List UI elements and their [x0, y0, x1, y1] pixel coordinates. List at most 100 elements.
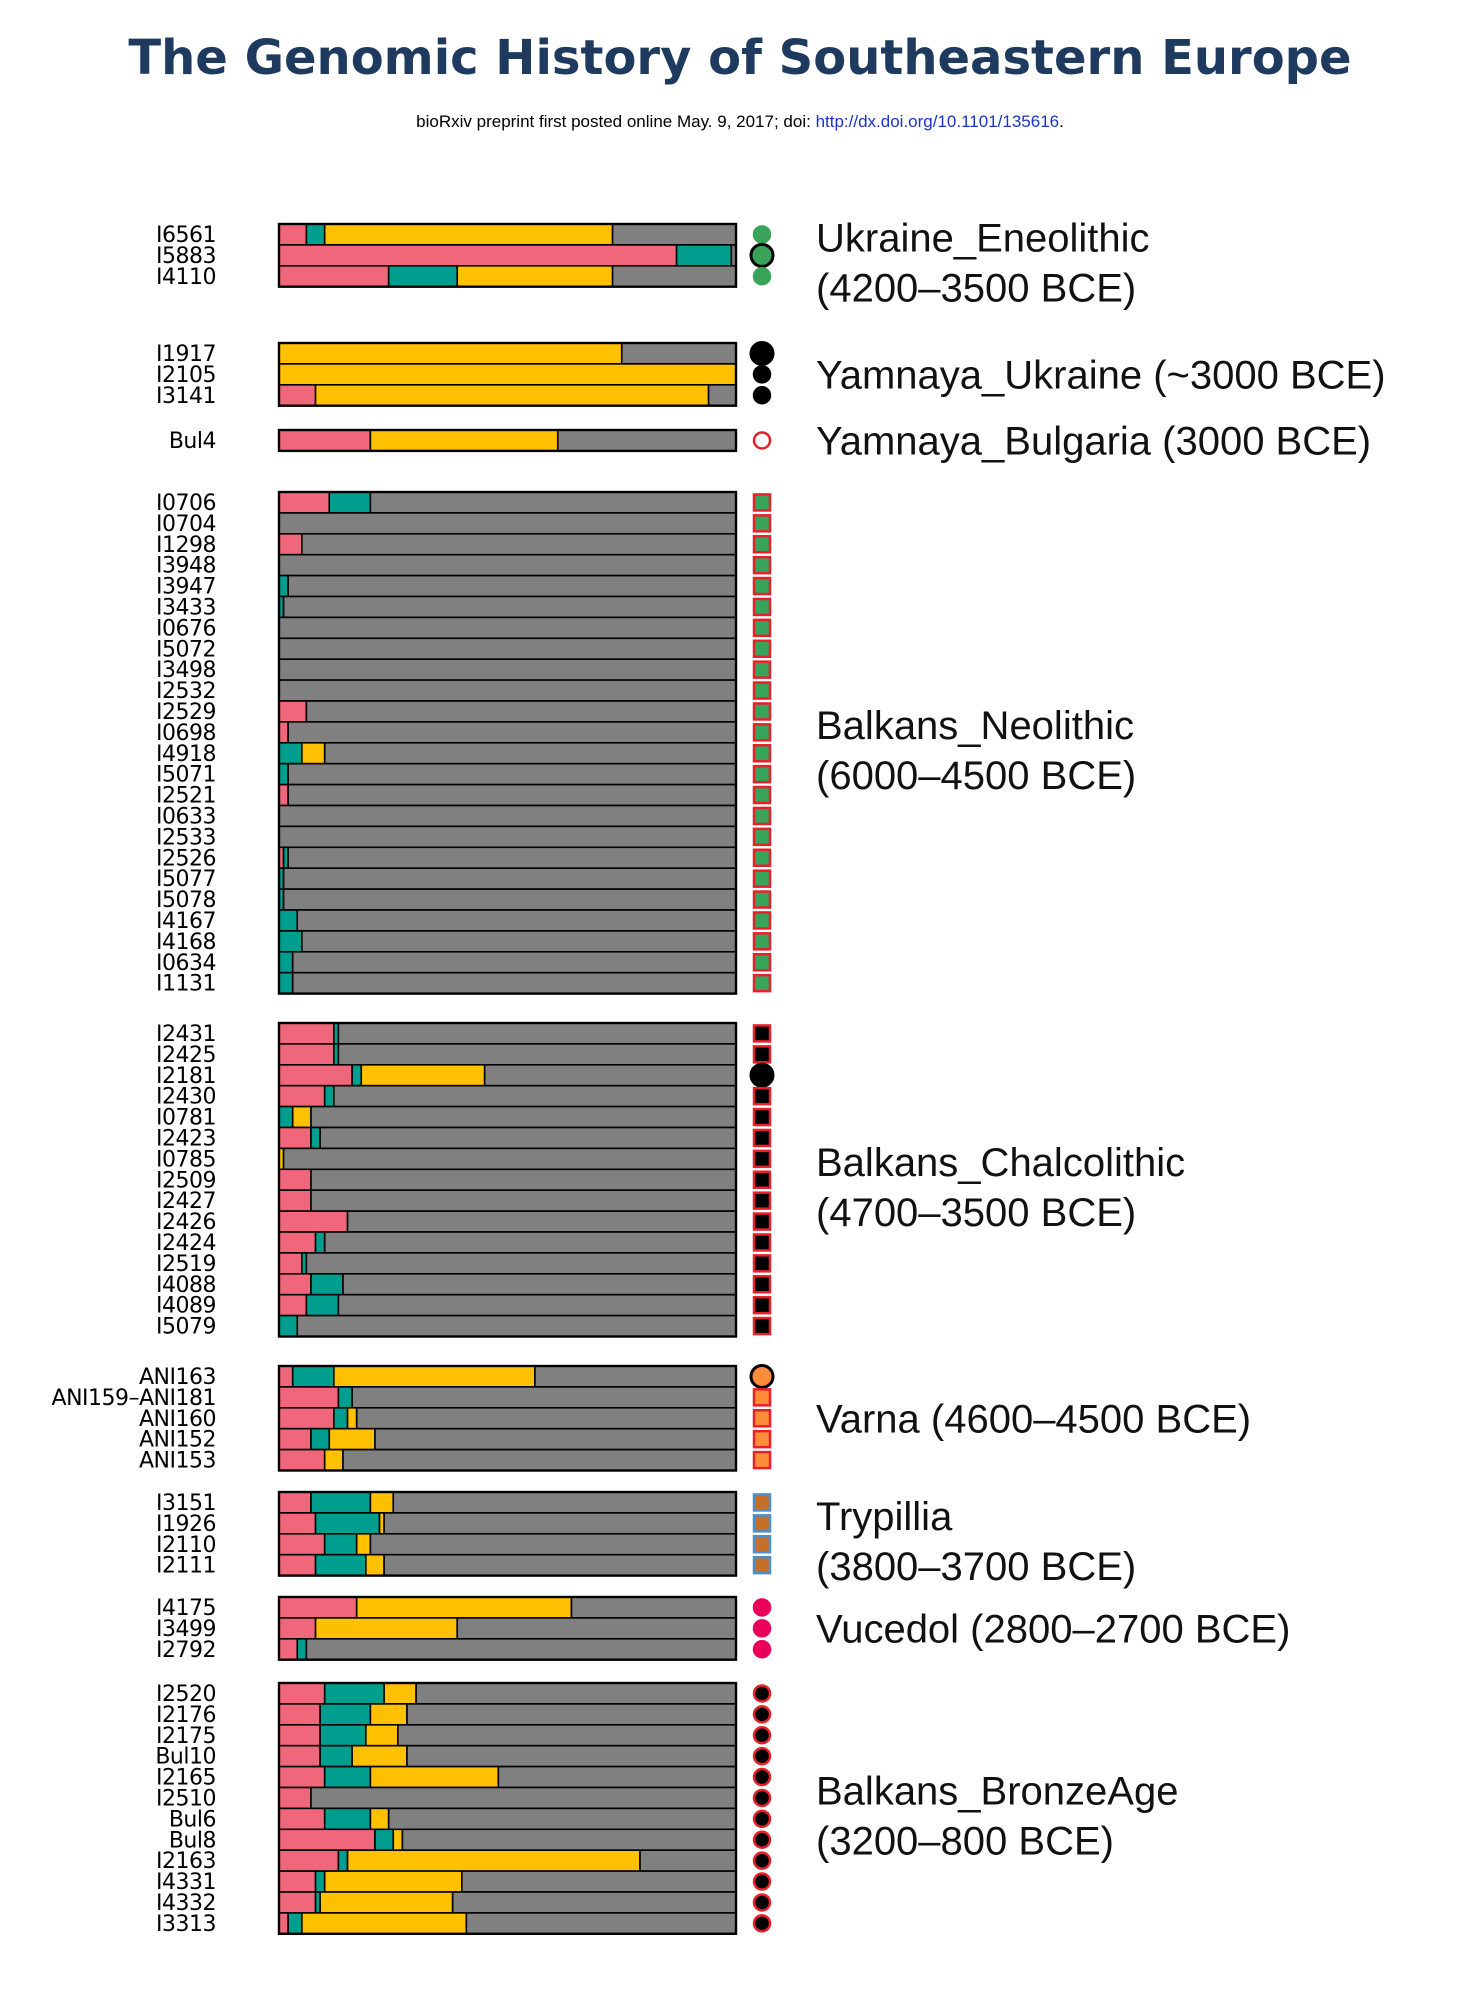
bar-segment-I4110-4	[611, 264, 737, 288]
doi-link[interactable]: http://dx.doi.org/10.1101/135616	[815, 112, 1060, 131]
bar-segment-I2510-4	[310, 1786, 737, 1810]
bar-segment-I0706-4	[369, 491, 737, 514]
sample-label: I4332	[156, 1891, 216, 1916]
bar-segment-I2424-4	[323, 1231, 737, 1254]
bar-segment-I2163-3	[346, 1849, 641, 1872]
marker-square	[752, 1212, 772, 1231]
bar-segment-I2111-2	[314, 1553, 367, 1577]
sample-label: I4918	[156, 742, 216, 767]
sample-label: I5079	[156, 1315, 216, 1340]
bar-segment-Bul6-2	[323, 1807, 372, 1831]
sample-label: I2521	[156, 784, 216, 809]
bar-segment-I2427-4	[310, 1189, 737, 1212]
bar-segment-I2181-1	[278, 1064, 353, 1087]
bar-segment-I2105-3	[278, 363, 737, 386]
doi-end: .	[1059, 112, 1064, 131]
marker-dot	[752, 267, 772, 286]
bar-segment-ANI160-4	[355, 1407, 737, 1430]
bar-segment-I4088-1	[278, 1273, 312, 1296]
sample-label: I5071	[156, 763, 216, 788]
bar-segment-Bul8-1	[278, 1828, 376, 1852]
bar-segment-ANI152-1	[278, 1427, 312, 1451]
bar-segment-I2175-4	[397, 1724, 737, 1747]
bar-segment-I2521-4	[287, 783, 737, 807]
group-label: Balkans_Chalcolithic	[816, 1141, 1185, 1185]
bar-segment-I0698-1	[278, 721, 289, 744]
sample-label: I2430	[156, 1085, 216, 1110]
bar-segment-Bul8-3	[392, 1828, 404, 1852]
bar-segment-I2165-4	[497, 1765, 737, 1789]
group-date-label: (3200–800 BCE)	[816, 1819, 1114, 1863]
bar-segment-I2181-3	[360, 1064, 486, 1087]
bar-segment-I3141-1	[278, 383, 317, 407]
sample-label: I0781	[156, 1106, 216, 1131]
bar-segment-Bul10-2	[319, 1744, 353, 1768]
sample-label: ANI159–ANI181	[52, 1386, 216, 1411]
bar-segment-I4168-2	[278, 930, 303, 953]
sample-label: I2510	[156, 1786, 216, 1811]
bar-segment-I0785-4	[282, 1147, 737, 1171]
bar-segment-I2111-4	[383, 1553, 737, 1577]
bar-segment-I4089-4	[337, 1293, 737, 1317]
bar-segment-I4167-4	[296, 909, 737, 932]
marker-dot	[752, 431, 772, 450]
group-label: Trypillia	[816, 1495, 953, 1539]
bar-segment-I2165-1	[278, 1765, 326, 1789]
bar-segment-ANI152-4	[374, 1427, 737, 1451]
sample-label: I2423	[156, 1126, 216, 1151]
marker-highlight	[749, 1062, 775, 1088]
bar-segment-I6561-4	[611, 223, 737, 246]
bar-segment-ANI163-3	[333, 1365, 536, 1388]
group-frame	[277, 1021, 738, 1338]
sample-label: I4175	[156, 1596, 216, 1621]
bar-segment-I3499-4	[456, 1617, 737, 1640]
marker-square	[752, 1086, 772, 1106]
bar-segment-I4331-1	[278, 1870, 317, 1893]
bar-segment-I2176-1	[278, 1703, 321, 1726]
bar-segment-I2163-1	[278, 1849, 340, 1872]
marker-square	[752, 1107, 772, 1127]
bar-segment-I2175-1	[278, 1724, 321, 1747]
bar-segment-I3433-4	[282, 595, 737, 619]
marker-highlight	[749, 242, 775, 268]
bar-segment-I2427-1	[278, 1189, 312, 1212]
bar-segment-Bul6-4	[387, 1807, 737, 1831]
sample-label: I2110	[156, 1533, 216, 1558]
marker-square	[752, 890, 772, 909]
sample-label: I2520	[156, 1682, 216, 1707]
sample-label: I0634	[156, 951, 216, 976]
sample-label: I4110	[156, 265, 216, 290]
sample-label: I0706	[156, 491, 216, 516]
sample-label: ANI160	[139, 1407, 216, 1432]
marker-square	[752, 555, 772, 575]
marker-square	[752, 723, 772, 742]
bar-segment-I2532-4	[278, 679, 737, 702]
bar-segment-I2431-1	[278, 1022, 335, 1045]
sample-label: I5078	[156, 888, 216, 913]
sample-label: I4089	[156, 1294, 216, 1319]
bar-segment-I2176-3	[369, 1703, 408, 1726]
marker-square	[752, 764, 772, 784]
sample-label: I2509	[156, 1168, 216, 1193]
bar-segment-I3313-3	[301, 1912, 468, 1935]
marker-square	[752, 681, 772, 700]
marker-dot	[752, 1788, 772, 1808]
bar-segment-I2423-2	[310, 1126, 321, 1150]
marker-dot	[752, 1598, 772, 1617]
sample-label: I3498	[156, 658, 216, 683]
marker-square	[752, 1045, 772, 1064]
marker-square	[752, 1149, 772, 1169]
bar-segment-I2110-1	[278, 1533, 326, 1556]
group-date-label: (6000–4500 BCE)	[816, 754, 1136, 798]
bar-segment-ANI160-3	[346, 1407, 358, 1430]
sample-label: I1298	[156, 533, 216, 558]
bar-segment-I1131-4	[291, 971, 737, 995]
bar-segment-I2181-2	[351, 1064, 363, 1087]
sample-label: I2519	[156, 1252, 216, 1277]
bar-segment-I2430-4	[333, 1084, 737, 1108]
bar-segment-Bul10-4	[406, 1744, 737, 1768]
bar-segment-I5071-4	[287, 762, 737, 786]
marker-square	[752, 1535, 772, 1554]
sample-label: I0676	[156, 616, 216, 641]
